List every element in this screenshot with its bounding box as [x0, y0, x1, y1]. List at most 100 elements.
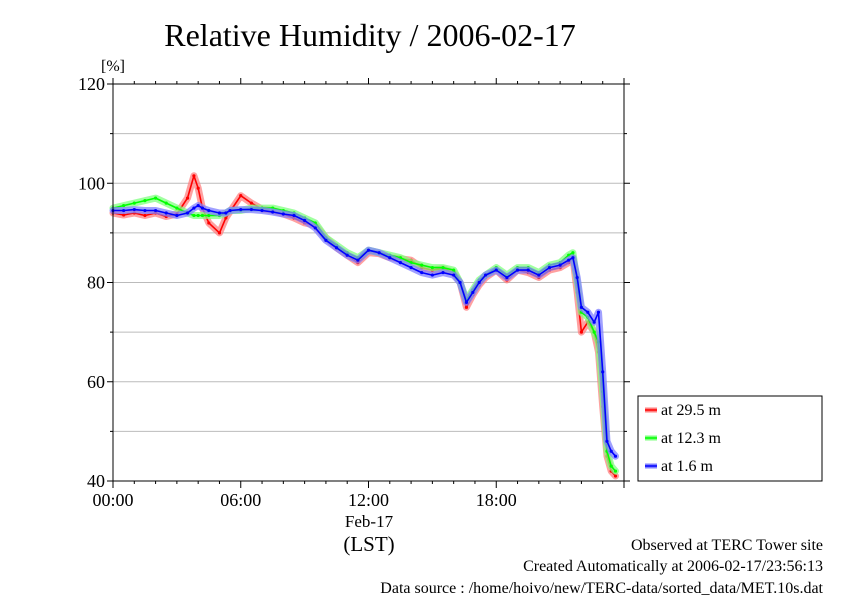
data-point	[571, 256, 575, 260]
data-point	[452, 268, 456, 272]
data-point	[324, 238, 328, 242]
y-tick-label: 120	[78, 74, 105, 94]
data-point	[356, 258, 360, 262]
data-point	[609, 464, 613, 468]
footer-data-source: Data source : /home/hoivo/new/TERC-data/…	[380, 580, 823, 595]
y-axis: 40 60 80 100 120	[78, 74, 630, 491]
data-point	[526, 268, 530, 272]
data-point	[366, 248, 371, 252]
series-spread	[109, 194, 619, 475]
legend: at 29.5 m at 12.3 m at 1.6 m	[637, 395, 823, 482]
series-line	[112, 197, 617, 472]
data-point	[281, 212, 285, 216]
y-tick-label: 80	[87, 273, 105, 293]
data-point	[420, 263, 424, 267]
data-point	[605, 439, 609, 443]
data-point	[464, 300, 469, 304]
data-point	[164, 211, 168, 215]
x-tick-label: 18:00	[476, 490, 517, 510]
x-axis: 00:00 06:00 12:00 18:00	[92, 78, 625, 510]
data-point	[192, 213, 196, 218]
data-point	[613, 469, 618, 473]
data-point	[185, 196, 190, 200]
data-point	[249, 207, 253, 212]
data-point	[579, 330, 584, 334]
y-tick-label: 40	[87, 471, 105, 491]
legend-label: at 12.3 m	[661, 430, 722, 447]
data-point	[260, 208, 264, 213]
series-spread	[109, 202, 619, 460]
data-point	[143, 199, 147, 203]
data-point	[153, 208, 158, 213]
data-point	[122, 203, 126, 208]
data-point	[164, 201, 168, 205]
data-point	[192, 206, 196, 210]
data-point	[175, 213, 179, 218]
data-point	[122, 208, 126, 213]
data-point	[613, 474, 618, 478]
data-point	[579, 305, 584, 309]
data-point	[196, 203, 200, 208]
data-point	[132, 201, 136, 205]
x-axis-date-label: Feb-17	[345, 512, 394, 531]
x-tick-label: 00:00	[92, 490, 133, 510]
data-point	[334, 246, 339, 250]
legend-label: at 29.5 m	[661, 402, 722, 419]
data-point	[249, 201, 253, 205]
data-point	[537, 273, 541, 277]
data-point	[592, 330, 596, 334]
data-point	[217, 211, 222, 215]
data-point	[571, 251, 575, 255]
y-tick-label: 60	[87, 372, 105, 392]
data-point	[398, 261, 403, 265]
data-point	[420, 270, 424, 275]
data-point	[471, 290, 475, 295]
footer-created: Created Automatically at 2006-02-17/23:5…	[523, 558, 823, 575]
data-point	[228, 208, 232, 213]
data-point	[494, 268, 498, 272]
data-point	[452, 273, 456, 277]
data-point	[185, 211, 190, 215]
data-point	[430, 266, 434, 270]
data-point	[239, 207, 243, 212]
data-point	[377, 251, 381, 255]
data-point	[143, 213, 147, 218]
data-point	[441, 266, 445, 270]
data-point	[596, 310, 601, 314]
data-point	[345, 253, 349, 257]
data-point	[601, 370, 605, 374]
data-point	[592, 320, 596, 324]
data-point	[292, 213, 296, 218]
data-point	[388, 256, 392, 260]
data-point	[303, 218, 307, 223]
data-point	[271, 210, 275, 214]
data-point	[207, 213, 211, 218]
data-point	[122, 213, 126, 217]
data-point	[224, 211, 228, 215]
data-point	[200, 206, 205, 210]
data-point	[547, 266, 552, 270]
y-tick-label: 100	[78, 173, 105, 193]
data-point	[132, 207, 136, 212]
data-point	[153, 196, 158, 200]
series-line	[113, 204, 617, 457]
x-axis-timezone-label: (LST)	[343, 532, 394, 556]
data-point	[430, 273, 434, 277]
data-point	[196, 213, 200, 218]
legend-label: at 1.6 m	[661, 458, 714, 475]
data-point	[505, 275, 509, 280]
footer-observed: Observed at TERC Tower site	[631, 537, 823, 554]
data-point	[567, 258, 571, 262]
chart-title: Relative Humidity / 2006-02-17	[164, 17, 576, 53]
data-point	[409, 266, 413, 270]
data-point	[575, 275, 579, 280]
data-point	[515, 268, 520, 272]
data-point	[441, 270, 445, 275]
data-point	[207, 221, 211, 225]
data-point	[143, 208, 147, 213]
data-point	[200, 213, 205, 218]
data-point	[207, 208, 211, 213]
data-point	[192, 174, 196, 178]
data-point	[224, 216, 228, 220]
